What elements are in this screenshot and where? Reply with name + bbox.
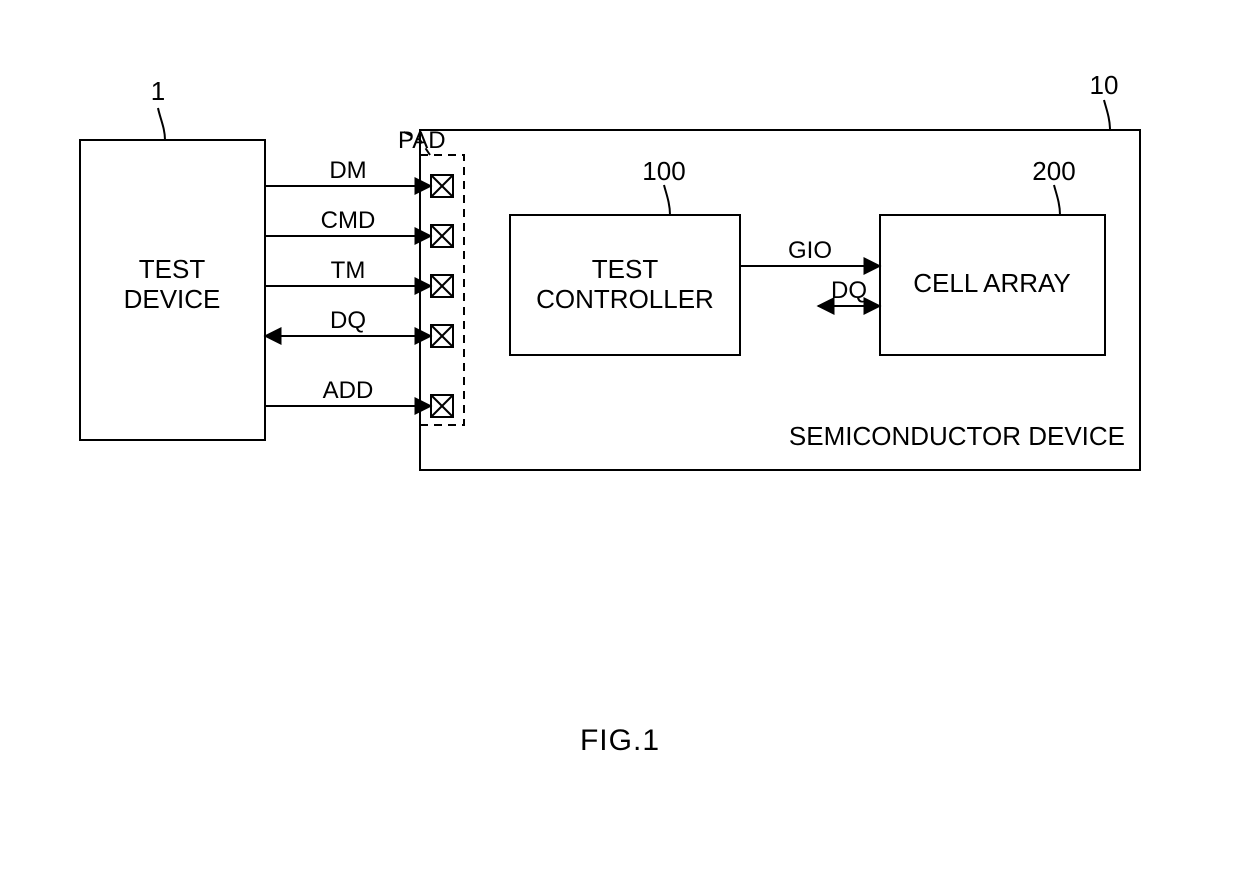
ref-10-leader xyxy=(1104,100,1110,130)
semiconductor-device-label: SEMICONDUCTOR DEVICE xyxy=(789,421,1125,451)
sig-dq2-label: DQ xyxy=(831,277,867,304)
ref-1-leader xyxy=(158,108,165,140)
pad-0 xyxy=(431,175,453,197)
ref-200-text: 200 xyxy=(1032,156,1075,186)
test-device-label-2: DEVICE xyxy=(124,284,221,314)
sig-tm-label: TM xyxy=(331,257,366,284)
pad-1 xyxy=(431,225,453,247)
pad-label: PAD xyxy=(398,127,446,154)
pad-2 xyxy=(431,275,453,297)
sig-gio-label: GIO xyxy=(788,237,832,264)
pad-4 xyxy=(431,395,453,417)
test-controller-label-2: CONTROLLER xyxy=(536,284,714,314)
test-controller-label-1: TEST xyxy=(592,254,659,284)
pad-group-box xyxy=(420,155,464,425)
pad-3 xyxy=(431,325,453,347)
sig-add-label: ADD xyxy=(323,377,374,404)
sig-dq-label: DQ xyxy=(330,307,366,334)
ref-100-leader xyxy=(664,185,670,215)
cell-array-label: CELL ARRAY xyxy=(913,268,1071,298)
ref-1-text: 1 xyxy=(151,76,165,106)
ref-200-leader xyxy=(1054,185,1060,215)
ref-10-text: 10 xyxy=(1090,70,1119,100)
figure-caption: FIG.1 xyxy=(580,724,660,757)
sig-cmd-label: CMD xyxy=(321,207,376,234)
sig-dm-label: DM xyxy=(329,157,366,184)
ref-100-text: 100 xyxy=(642,156,685,186)
test-device-label-1: TEST xyxy=(139,254,206,284)
